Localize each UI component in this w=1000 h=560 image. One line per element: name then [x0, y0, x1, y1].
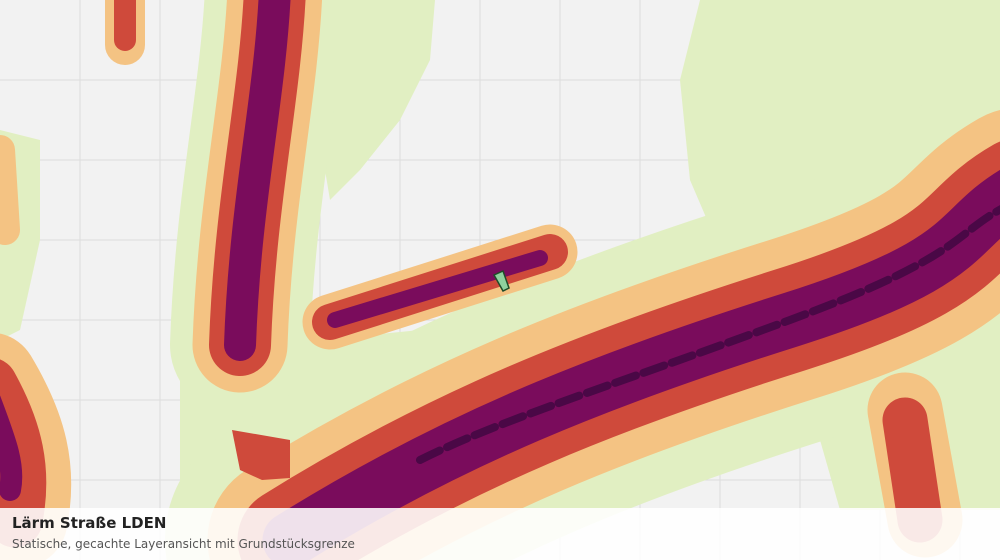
caption: Lärm Straße LDEN Statische, gecachte Lay…: [0, 508, 1000, 560]
caption-subtitle: Statische, gecachte Layeransicht mit Gru…: [12, 537, 355, 551]
road-noise-diagonal: [165, 67, 1000, 560]
noise-band-75: [224, 0, 291, 361]
noise-band-80: [416, 205, 1000, 464]
road-noise-left: [0, 135, 72, 560]
noise-band-55: [0, 135, 20, 245]
noise-zone-low: [680, 0, 1000, 260]
noise-zone-low: [320, 0, 435, 200]
caption-title: Lärm Straße LDEN: [12, 514, 167, 532]
road-noise-vertical: [170, 0, 345, 415]
noise-band-75: [327, 250, 548, 328]
parcel-boundary[interactable]: [492, 269, 510, 292]
noise-band-65: [232, 430, 290, 480]
noise-band-75: [0, 395, 23, 501]
noise-band-65: [882, 397, 943, 543]
road-noise-right: [867, 372, 963, 558]
road-noise-short: [302, 224, 578, 350]
